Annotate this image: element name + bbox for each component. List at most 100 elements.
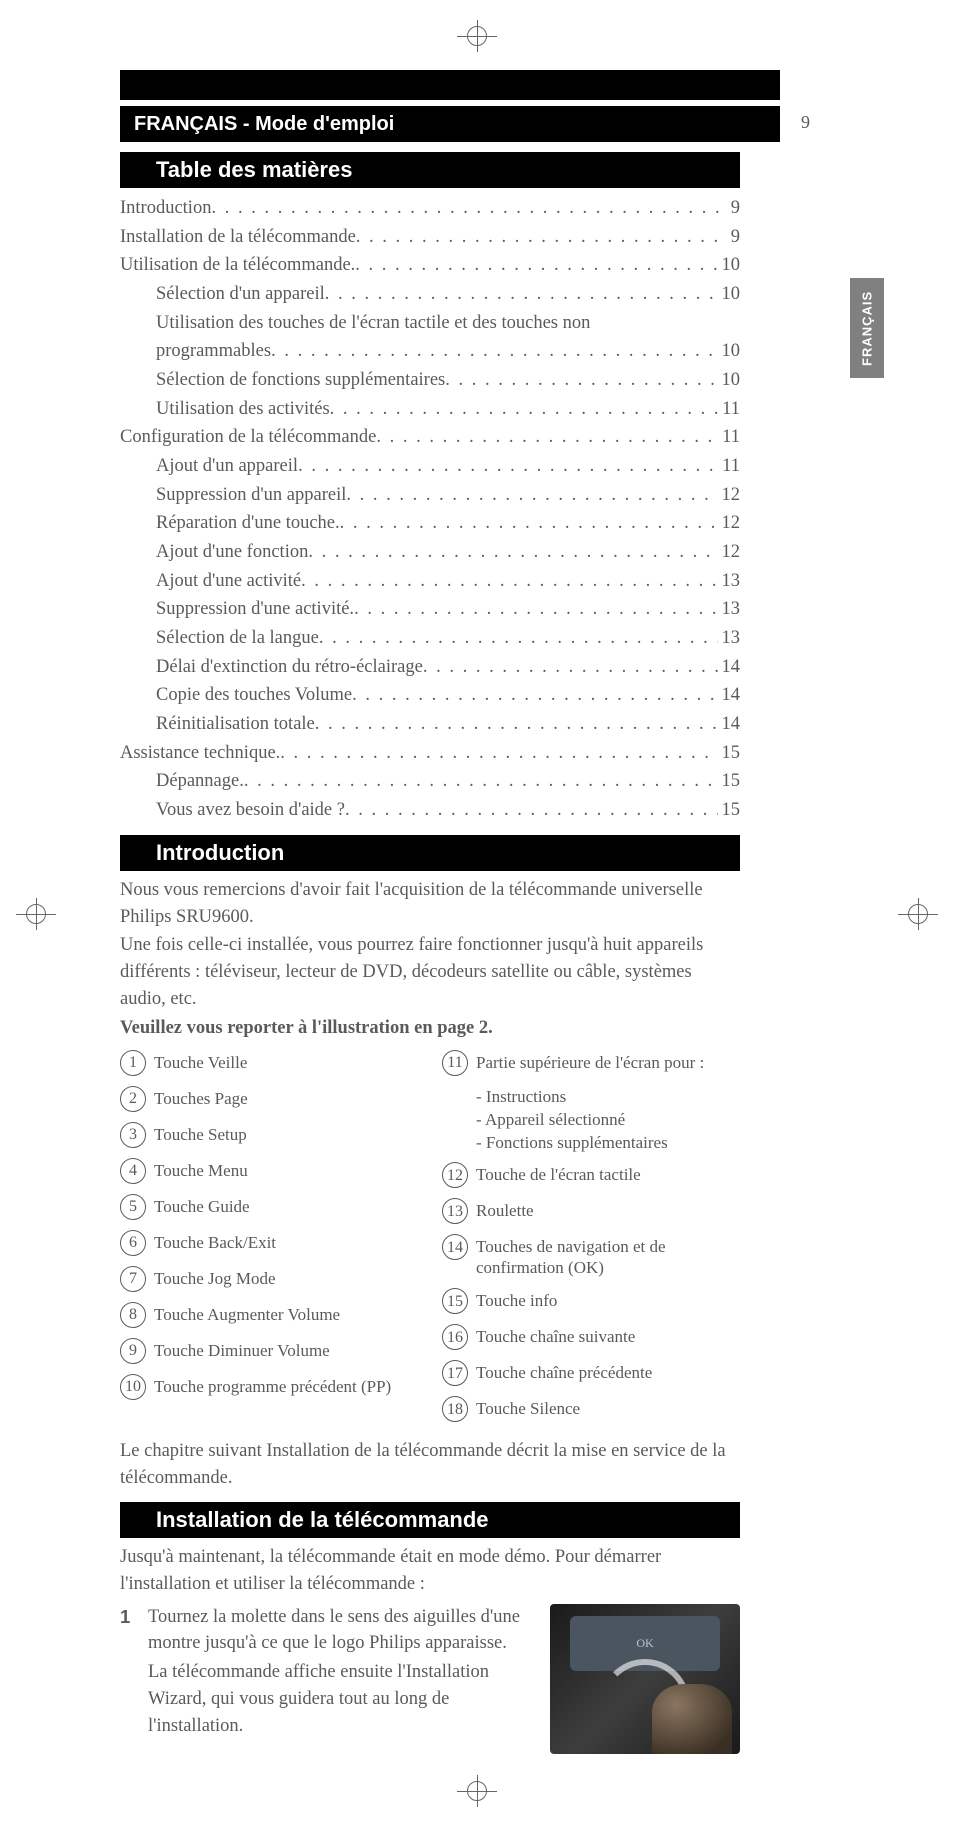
toc-page-number: 12 — [718, 481, 741, 510]
section-header-install: Installation de la télécommande — [120, 1502, 740, 1538]
ref-label: Touche programme précédent (PP) — [154, 1374, 418, 1397]
ref-number-badge: 10 — [120, 1374, 146, 1400]
ref-label: Touche de l'écran tactile — [476, 1162, 740, 1185]
ref-row: 3Touche Setup — [120, 1122, 418, 1148]
language-side-tab: FRANÇAIS — [850, 278, 884, 378]
ref-row: 15Touche info — [442, 1288, 740, 1314]
ref-row: 17 Touche chaîne précédente — [442, 1360, 740, 1386]
toc-leader-dots — [301, 567, 717, 596]
toc-leader-dots — [325, 280, 718, 309]
toc-label: Copie des touches Volume — [156, 681, 352, 710]
toc-row: Sélection d'un appareil10 — [120, 280, 740, 309]
toc-label: Introduction — [120, 194, 211, 223]
toc-page-number: 12 — [718, 509, 741, 538]
toc-page-number: 9 — [727, 194, 740, 223]
toc-row: Installation de la télécommande 9 — [120, 223, 740, 252]
ref-row: 8Touche Augmenter Volume — [120, 1302, 418, 1328]
toc-row: Assistance technique.15 — [120, 739, 740, 768]
install-text-f: La télécommande affiche ensuite l' — [148, 1662, 406, 1682]
toc-leader-dots — [346, 481, 717, 510]
intro-body: Nous vous remercions d'avoir fait l'acqu… — [120, 877, 740, 1042]
hand-graphic — [652, 1684, 732, 1754]
toc-leader-dots — [345, 796, 718, 825]
install-intro-text: Jusqu'à maintenant, la télécommande étai… — [120, 1544, 740, 1598]
install-text-b: molette — [231, 1607, 286, 1627]
ref-row: 6Touche Back/Exit — [120, 1230, 418, 1256]
toc-row: Réinitialisation totale14 — [120, 710, 740, 739]
toc-page-number: 13 — [718, 595, 741, 624]
toc-leader-dots — [354, 595, 717, 624]
ref-number-badge: 5 — [120, 1194, 146, 1220]
ref-label: Touches Page — [154, 1086, 418, 1109]
toc-label: Installation de la télécommande — [120, 223, 356, 252]
ref-row: 10 Touche programme précédent (PP) — [120, 1374, 418, 1400]
toc-row: Configuration de la télécommande11 — [120, 423, 740, 452]
ref-row: 11Partie supérieure de l'écran pour : — [442, 1050, 740, 1076]
toc-label: Ajout d'une activité — [156, 567, 301, 596]
toc-row: Suppression d'une activité. 13 — [120, 595, 740, 624]
ref-number-badge: 6 — [120, 1230, 146, 1256]
toc-leader-dots — [356, 223, 727, 252]
ref-row: 13Roulette — [442, 1198, 740, 1224]
toc-label: Dépannage. — [156, 767, 244, 796]
toc-label: Suppression d'une activité. — [156, 595, 354, 624]
ref-number-badge: 8 — [120, 1302, 146, 1328]
page-content: FRANÇAIS - Mode d'emploi 9 Table des mat… — [120, 70, 820, 1754]
toc-leader-dots — [211, 194, 726, 223]
toc-label: Délai d'extinction du rétro-éclairage — [156, 653, 423, 682]
toc-label: Sélection de la langue — [156, 624, 319, 653]
toc-row: Utilisation des touches de l'écran tacti… — [120, 309, 740, 338]
intro-p2: Une fois celle-ci installée, vous pourre… — [120, 932, 740, 1012]
toc-label: Sélection de fonctions supplémentaires — [156, 366, 445, 395]
toc-label: Ajout d'une fonction — [156, 538, 308, 567]
install-text-a: Tournez la — [148, 1607, 231, 1627]
ref-row: 9Touche Diminuer Volume — [120, 1338, 418, 1364]
toc-row: Suppression d'un appareil 12 — [120, 481, 740, 510]
install-step-row: 1 Tournez la molette dans le sens des ai… — [120, 1604, 740, 1754]
ref-label: Touche Jog Mode — [154, 1266, 418, 1289]
ref-number-badge: 18 — [442, 1396, 468, 1422]
ref-label: Touche info — [476, 1288, 740, 1311]
toc-label: Utilisation des activités — [156, 395, 330, 424]
ref-label: Touche chaîne suivante — [476, 1324, 740, 1347]
toc-leader-dots — [340, 509, 718, 538]
refs-column-left: 1Touche Veille2Touches Page3Touche Setup… — [120, 1050, 418, 1433]
toc-page-number: 9 — [727, 223, 740, 252]
toc-row: Dépannage. 15 — [120, 767, 740, 796]
ref-label: Touche chaîne précédente — [476, 1360, 740, 1383]
crop-mark-bottom — [457, 1775, 497, 1807]
ref-number-badge: 16 — [442, 1324, 468, 1350]
toc-label: programmables — [156, 337, 271, 366]
ref-number-badge: 7 — [120, 1266, 146, 1292]
ref-row: 2Touches Page — [120, 1086, 418, 1112]
toc-label: Configuration de la télécommande — [120, 423, 376, 452]
toc-leader-dots — [445, 366, 717, 395]
ref-label: Touche Guide — [154, 1194, 418, 1217]
install-illustration: OK — [550, 1604, 740, 1754]
table-of-contents: Introduction9Installation de la télécomm… — [120, 194, 740, 825]
install-step-text: 1 Tournez la molette dans le sens des ai… — [120, 1604, 530, 1754]
intro-outro-text: Le chapitre suivant Installation de la t… — [120, 1438, 740, 1492]
toc-row: Réparation d'une touche. 12 — [120, 509, 740, 538]
crop-mark-right — [898, 898, 938, 930]
toc-row: programmables10 — [120, 337, 740, 366]
toc-label: Réparation d'une touche. — [156, 509, 340, 538]
toc-leader-dots — [244, 767, 718, 796]
toc-row: Ajout d'une fonction12 — [120, 538, 740, 567]
ref-row: 5 Touche Guide — [120, 1194, 418, 1220]
toc-page-number: 15 — [718, 767, 741, 796]
crop-mark-left — [16, 898, 56, 930]
toc-page-number: 15 — [718, 739, 741, 768]
ref-number-badge: 17 — [442, 1360, 468, 1386]
toc-label: Suppression d'un appareil — [156, 481, 346, 510]
ref-sub-item: - Instructions — [476, 1086, 740, 1109]
toc-row: Ajout d'un appareil11 — [120, 452, 740, 481]
toc-row: Ajout d'une activité 13 — [120, 567, 740, 596]
ref-number-badge: 14 — [442, 1234, 468, 1260]
crop-mark-top — [457, 20, 497, 52]
toc-row: Introduction 9 — [120, 194, 740, 223]
section-header-intro: Introduction — [120, 835, 740, 871]
toc-page-number: 13 — [718, 567, 741, 596]
ref-number-badge: 11 — [442, 1050, 468, 1076]
ref-number-badge: 4 — [120, 1158, 146, 1184]
